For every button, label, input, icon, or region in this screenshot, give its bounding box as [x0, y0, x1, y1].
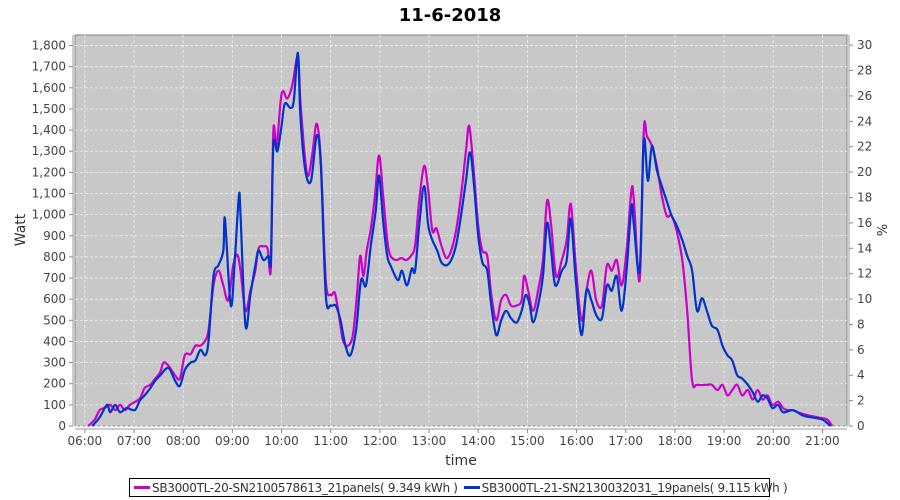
y-tick-label: 1,000: [32, 208, 66, 222]
y2-tick-label: 6: [857, 343, 865, 357]
y2-tick-label: 8: [857, 317, 865, 331]
y2-tick-label: 24: [857, 114, 872, 128]
x-tick-label: 18:00: [658, 434, 693, 448]
y-tick-label: 1,600: [32, 81, 66, 95]
y-tick-label: 200: [43, 377, 66, 391]
x-tick-label: 19:00: [707, 434, 742, 448]
y2-tick-label: 20: [857, 165, 872, 179]
x-tick-label: 13:00: [412, 434, 447, 448]
y-tick-label: 1,700: [32, 60, 66, 74]
x-tick-label: 08:00: [166, 434, 201, 448]
y2-tick-label: 28: [857, 64, 872, 78]
y-axis-label: Watt: [13, 213, 29, 246]
x-axis-label: time: [445, 453, 477, 469]
legend: SB3000TL-20-SN2100578613_21panels( 9.349…: [129, 478, 788, 497]
y2-tick-label: 16: [857, 216, 872, 230]
y-tick-label: 1,200: [32, 165, 66, 179]
y-tick-label: 900: [43, 229, 66, 243]
y-tick-label: 0: [58, 419, 66, 433]
x-tick-label: 15:00: [510, 434, 545, 448]
y-tick-label: 800: [43, 250, 66, 264]
x-tick-label: 17:00: [608, 434, 643, 448]
plot-area: [74, 34, 848, 427]
y-tick-label: 1,500: [32, 102, 66, 116]
y-tick-label: 1,300: [32, 144, 66, 158]
series-lines: [87, 51, 834, 427]
x-tick-label: 09:00: [215, 434, 250, 448]
series-line-1: [87, 55, 834, 427]
legend-swatch: [463, 486, 480, 489]
series-line-2: [91, 51, 832, 427]
legend-item-series-2: SB3000TL-21-SN2130032031_19panels( 9.115…: [463, 480, 788, 495]
legend-item-series-1: SB3000TL-20-SN2100578613_21panels( 9.349…: [134, 481, 458, 495]
y2-tick-label: 18: [857, 190, 872, 204]
x-tick-label: 07:00: [117, 434, 152, 448]
line-chart: 11-6-2018 06:00 07:00 08:00 09:00 10:00 11:00…: [13, 5, 888, 469]
y2-tick-label: 26: [857, 89, 872, 103]
legend-swatch: [134, 486, 150, 489]
x-tick-label: 14:00: [461, 434, 496, 448]
y-tick-label: 500: [43, 313, 66, 327]
x-tick-label: 10:00: [264, 434, 299, 448]
x-tick-label: 16:00: [559, 434, 594, 448]
y-tick-label: 1,800: [32, 39, 66, 53]
y-tick-label: 700: [43, 271, 66, 285]
y2-tick-label: 4: [857, 368, 865, 382]
y2-tick-label: 12: [857, 267, 872, 281]
x-tick-label: 12:00: [363, 434, 398, 448]
chart-title: 11-6-2018: [399, 5, 502, 26]
y2-tick-label: 2: [857, 394, 865, 408]
x-tick-label: 11:00: [313, 434, 348, 448]
y2-tick-label: 10: [857, 292, 872, 306]
y-tick-label: 400: [43, 334, 66, 348]
y-tick-label: 1,400: [32, 123, 66, 137]
legend-label: SB3000TL-21-SN2130032031_19panels( 9.115…: [481, 480, 788, 495]
x-tick-label: 20:00: [756, 434, 791, 448]
y-tick-label: 100: [43, 398, 66, 412]
x-tick-label: 06:00: [68, 434, 103, 448]
y2-tick-label: 14: [857, 241, 872, 255]
x-tick-label: 21:00: [805, 434, 840, 448]
legend-label: SB3000TL-20-SN2100578613_21panels( 9.349…: [152, 480, 458, 495]
y2-tick-label: 0: [857, 419, 865, 433]
y2-axis-label: %: [873, 224, 888, 236]
axes: 06:00 07:00 08:00 09:00 10:00 11:00 12:00 13:00…: [32, 35, 872, 448]
y-tick-label: 1,100: [32, 187, 66, 201]
y-tick-label: 300: [43, 356, 66, 370]
y2-tick-label: 30: [857, 38, 872, 52]
y-tick-label: 600: [43, 292, 66, 306]
grid: [75, 35, 847, 427]
y2-tick-label: 22: [857, 140, 872, 154]
